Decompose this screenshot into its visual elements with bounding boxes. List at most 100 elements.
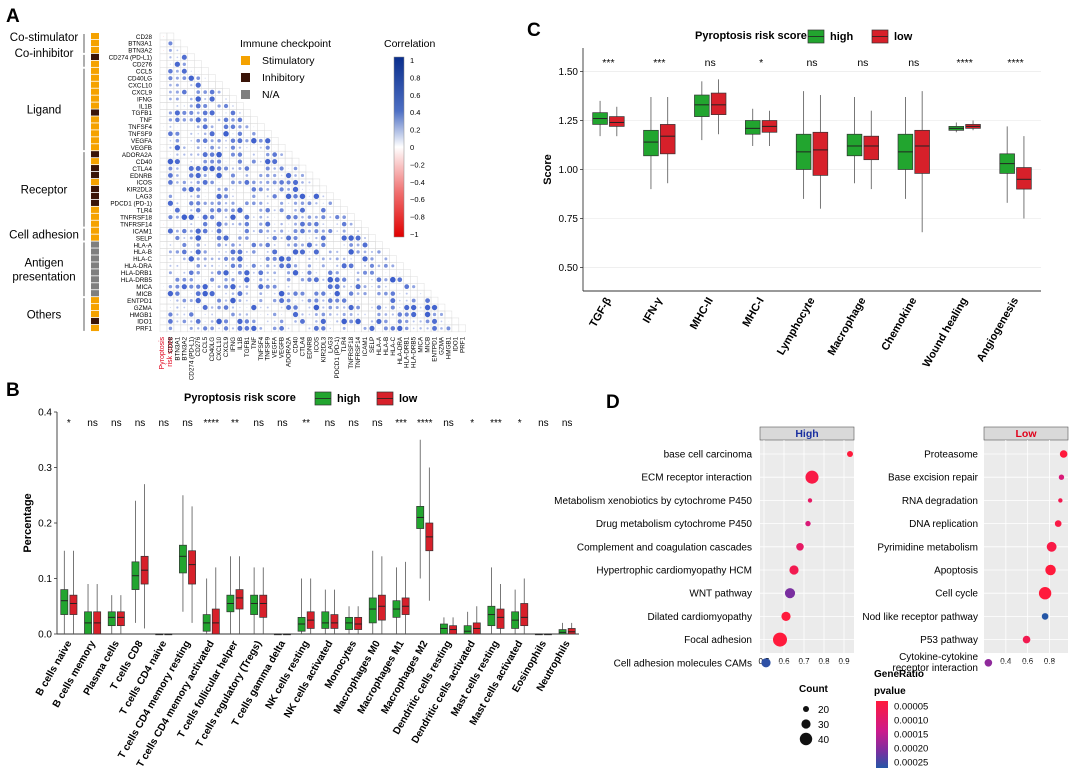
significance-label: ***	[395, 418, 407, 429]
correlation-dot	[336, 209, 338, 211]
y-tick-label: 1.50	[559, 67, 579, 78]
term-label: Cell cycle	[935, 589, 978, 600]
correlation-dot	[197, 306, 199, 309]
correlation-dot	[272, 235, 277, 241]
correlation-dot	[322, 223, 325, 226]
correlation-dot	[329, 327, 332, 330]
correlation-dot	[329, 265, 331, 267]
correlation-dot	[253, 258, 255, 260]
correlation-dot	[224, 243, 228, 247]
matrix-cell	[277, 143, 286, 152]
checkpoint-type-swatch	[91, 53, 99, 60]
legend-swatch	[241, 90, 250, 99]
correlation-dot	[225, 230, 227, 232]
correlation-dot	[313, 249, 319, 255]
correlation-dot	[313, 277, 319, 283]
correlation-dot	[239, 112, 241, 114]
correlation-dot	[315, 258, 318, 260]
matrix-cell	[444, 310, 453, 319]
gene-label: MICB	[136, 291, 152, 298]
correlation-dot	[272, 194, 277, 199]
significance-label: ns	[182, 418, 193, 429]
correlation-dot	[288, 251, 290, 253]
correlation-dot	[279, 180, 284, 185]
correlation-dot	[267, 293, 269, 295]
x-gene-label: VEGFA	[272, 336, 279, 358]
correlation-dot	[252, 230, 255, 233]
checkpoint-type-swatch	[91, 311, 99, 318]
significance-label: ns	[806, 57, 817, 69]
correlation-dot	[377, 250, 381, 254]
correlation-dot	[411, 311, 417, 318]
correlation-dot	[293, 166, 298, 171]
correlation-dot	[322, 306, 325, 309]
matrix-cell	[159, 192, 168, 201]
correlation-dot	[266, 313, 269, 316]
correlation-dot	[343, 293, 345, 294]
gene-label: CTLA4	[132, 166, 152, 173]
correlation-dot	[181, 68, 187, 74]
significance-label: *	[67, 418, 71, 429]
correlation-dot	[342, 326, 346, 330]
correlation-dot	[244, 166, 250, 171]
x-gene-label: CD276	[195, 336, 202, 356]
correlation-dot	[182, 249, 187, 255]
correlation-dot	[190, 63, 192, 65]
correlation-dot	[266, 229, 270, 233]
correlation-dot	[168, 271, 172, 275]
correlation-dot	[309, 293, 310, 295]
matrix-cell	[250, 234, 258, 242]
correlation-dot	[251, 304, 257, 311]
correlation-dot	[237, 249, 243, 255]
correlation-dot	[349, 313, 353, 316]
gene-label: ENTPD1	[127, 298, 152, 305]
correlation-dot	[196, 125, 200, 129]
correlation-dot	[307, 222, 312, 227]
correlation-dot	[336, 223, 339, 225]
significance-label: ns	[538, 418, 549, 429]
correlation-dot	[258, 138, 263, 143]
correlation-dot	[342, 229, 346, 233]
correlation-dot	[239, 216, 241, 218]
correlation-dot	[321, 207, 326, 213]
correlation-dot	[217, 104, 221, 108]
correlation-dot	[343, 244, 345, 246]
correlation-dot	[230, 138, 236, 143]
correlation-dot	[245, 201, 249, 206]
matrix-cell	[284, 157, 293, 166]
x-gene-label: LAG3	[327, 336, 334, 353]
checkpoint-type-swatch	[91, 290, 99, 297]
correlation-dot	[189, 201, 194, 206]
correlation-dot	[293, 243, 298, 247]
correlation-dot	[315, 202, 318, 205]
correlation-dot	[308, 313, 311, 316]
correlation-dot	[279, 187, 284, 192]
matrix-cell	[271, 137, 279, 145]
checkpoint-type-swatch	[91, 255, 99, 262]
correlation-dot	[273, 271, 277, 275]
correlation-dot	[168, 173, 173, 178]
enrichment-dot	[761, 658, 771, 668]
legend-label: high	[830, 31, 853, 43]
y-axis-title: Score	[542, 154, 554, 185]
enrichment-dot	[847, 451, 853, 457]
matrix-cell	[382, 248, 390, 256]
panel-c-boxplot: Pyroptosis risk score high low 0.50 0.75 1.…	[542, 29, 1041, 370]
gene-label: ICOS	[137, 180, 152, 187]
legend: high low	[314, 391, 418, 406]
correlation-dot	[274, 223, 276, 225]
checkpoint-type-swatch	[91, 206, 99, 213]
correlation-dot	[369, 263, 375, 268]
correlation-dot	[294, 174, 297, 177]
correlation-dot	[292, 179, 299, 185]
correlation-dot	[315, 243, 318, 247]
correlation-dot	[286, 298, 291, 303]
correlation-dot	[188, 256, 195, 262]
checkpoint-type-swatch	[91, 33, 99, 40]
correlation-dot	[378, 300, 380, 301]
term-label: Dilated cardiomyopathy	[648, 612, 753, 623]
correlation-dot	[188, 270, 194, 276]
correlation-dot	[163, 126, 164, 128]
correlation-dot	[300, 228, 305, 234]
significance-label: ns	[111, 418, 122, 429]
